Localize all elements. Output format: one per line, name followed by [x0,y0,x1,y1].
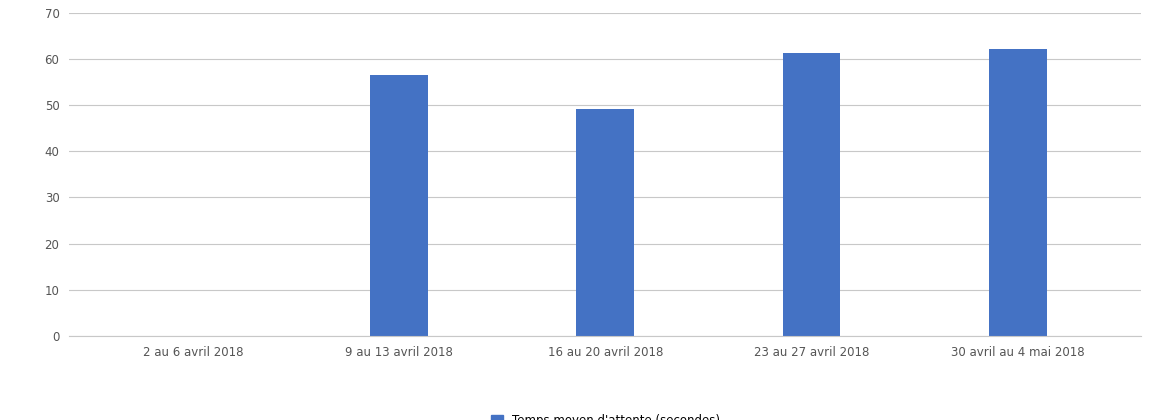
Bar [576,109,634,336]
Bar [989,49,1047,336]
Bar [370,75,428,336]
Legend: Temps moyen d'attente (secondes): Temps moyen d'attente (secondes) [491,414,719,420]
Bar [783,53,841,336]
